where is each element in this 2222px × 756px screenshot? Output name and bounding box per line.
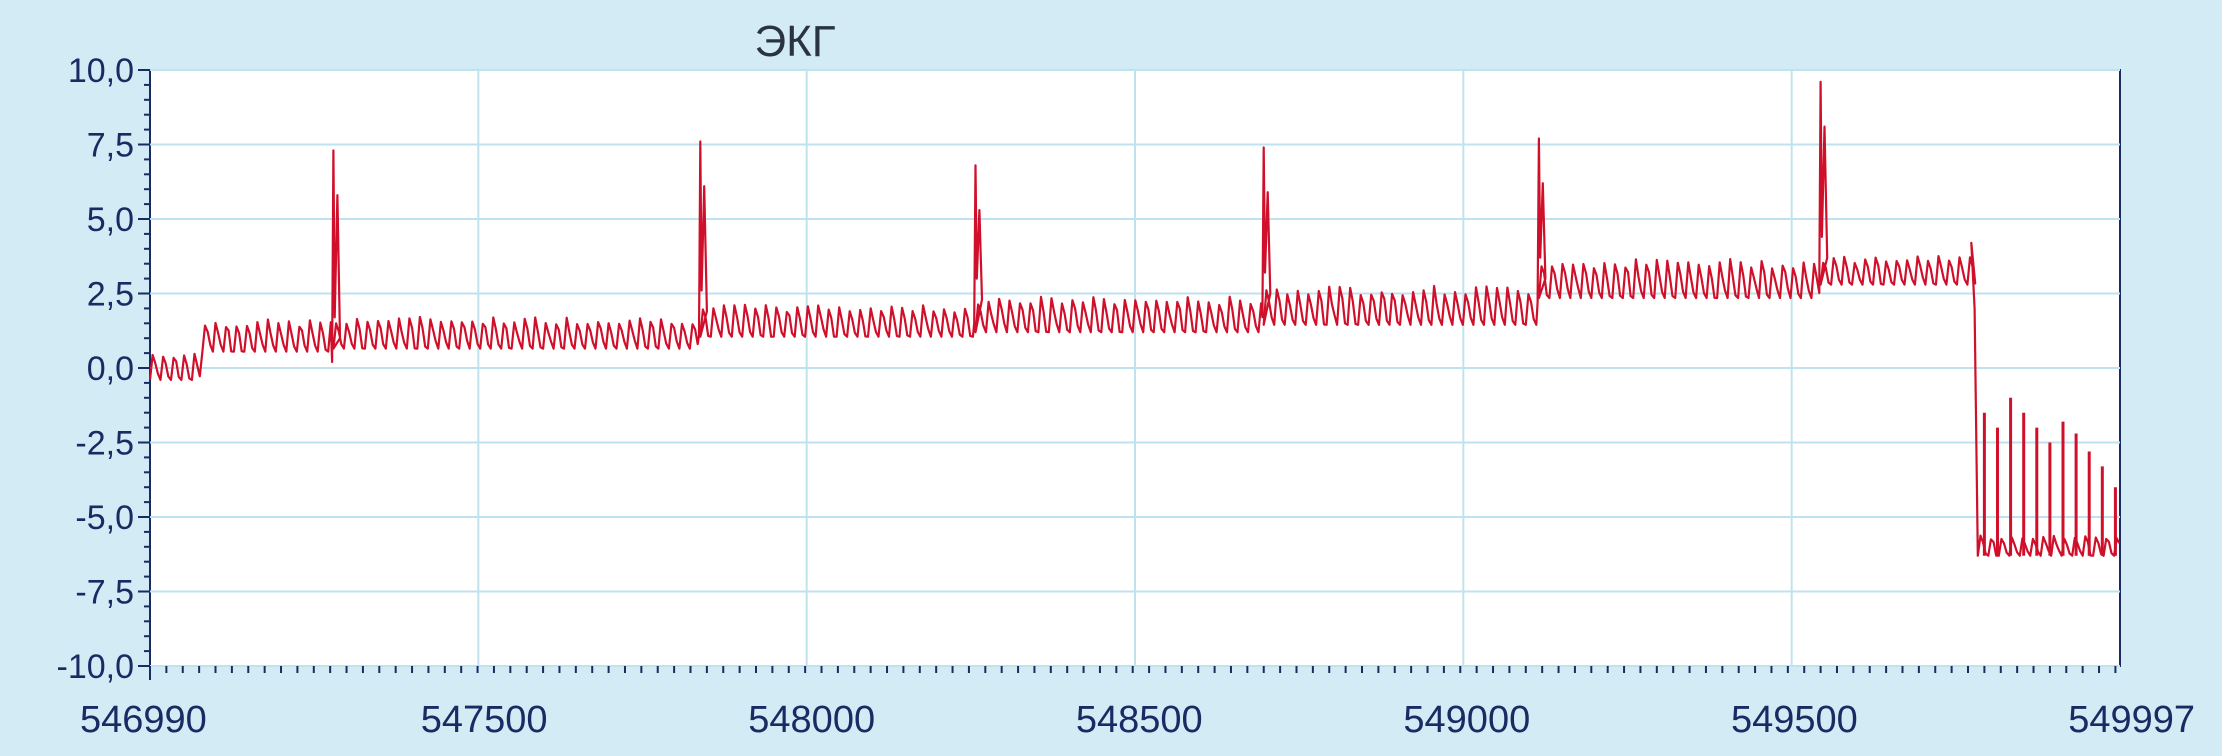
x-tick-label: 546990 xyxy=(80,699,207,741)
y-tick-label: 0,0 xyxy=(87,350,134,388)
x-tick-label: 548000 xyxy=(748,699,875,741)
y-tick-label: -10,0 xyxy=(57,648,135,686)
x-tick-label: 547500 xyxy=(421,699,548,741)
y-tick-label: 5,0 xyxy=(87,201,134,239)
y-tick-label: 10,0 xyxy=(68,52,134,90)
y-tick-label: 7,5 xyxy=(87,127,134,165)
x-tick-label: 549000 xyxy=(1403,699,1530,741)
x-tick-label: 548500 xyxy=(1076,699,1203,741)
x-tick-label: 549500 xyxy=(1731,699,1858,741)
y-tick-label: -5,0 xyxy=(75,499,134,537)
x-axis-ticks: 546990 547500 548000 548500 549000 549500 5499… xyxy=(80,699,2195,741)
y-tick-label: -7,5 xyxy=(75,574,134,612)
y-tick-label: 2,5 xyxy=(87,276,134,314)
x-tick-label: 549997 xyxy=(2068,699,2195,741)
minor-ticks xyxy=(138,69,2117,680)
chart-title: ЭКГ xyxy=(754,17,835,66)
y-axis-ticks: 10,0 7,5 5,0 2,5 0,0 -2,5 -5,0 -7,5 -10,0 xyxy=(57,52,135,686)
ecg-signal xyxy=(148,80,2121,557)
y-tick-label: -2,5 xyxy=(75,425,134,463)
ecg-line xyxy=(148,80,2121,557)
